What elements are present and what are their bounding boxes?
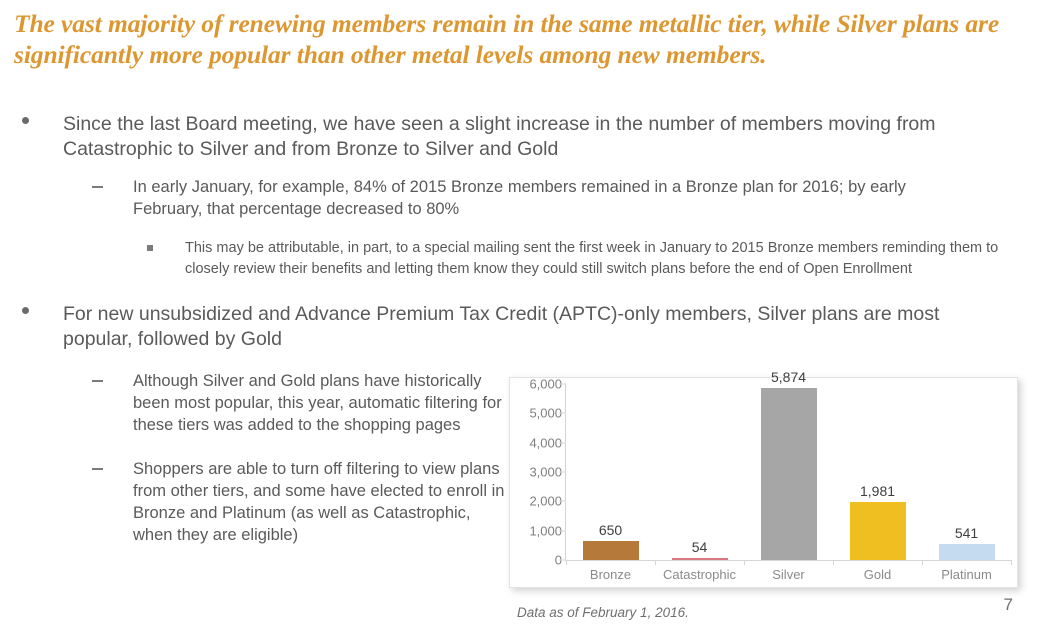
y-axis-tick-label: 5,000 xyxy=(529,405,562,421)
x-axis-tick-label: Platinum xyxy=(941,567,992,582)
list-item-text: This may be attributable, in part, to a … xyxy=(185,240,999,277)
x-axis-tick-label: Catastrophic xyxy=(663,567,736,582)
list-item: Since the last Board meeting, we have se… xyxy=(0,112,960,162)
x-axis-tick-mark xyxy=(922,560,923,565)
list-item-text: Since the last Board meeting, we have se… xyxy=(63,113,936,160)
bullet-dash-icon xyxy=(92,186,103,188)
bullet-dot-icon xyxy=(22,117,29,124)
x-axis-tick-label: Gold xyxy=(863,567,892,582)
bar-group: 5,874 xyxy=(744,369,833,560)
x-axis-tick-mark xyxy=(744,560,745,565)
y-axis-tick-mark xyxy=(559,442,566,444)
x-axis-tick-mark xyxy=(1011,560,1012,565)
bar-value-label: 1,981 xyxy=(859,482,896,499)
list-item-text: Shoppers are able to turn off filtering … xyxy=(133,460,505,544)
bullet-square-icon xyxy=(147,245,153,251)
page-title: The vast majority of renewing members re… xyxy=(14,9,1000,69)
y-axis-tick-mark xyxy=(559,471,566,473)
list-item: In early January, for example, 84% of 20… xyxy=(0,176,940,220)
y-axis-tick-mark xyxy=(559,383,566,385)
x-axis-tick-mark xyxy=(566,560,567,565)
y-axis-tick-labels: 0 1,000 2,000 3,000 4,000 5,000 6,000 xyxy=(516,377,562,568)
list-item-text: In early January, for example, 84% of 20… xyxy=(133,178,906,218)
list-item-text: For new unsubsidized and Advance Premium… xyxy=(63,303,940,350)
bar-value-label: 5,874 xyxy=(770,368,807,385)
bar-value-label: 541 xyxy=(954,525,979,542)
plot-area: 650 54 5,874 1,981 541 xyxy=(566,369,1011,560)
y-axis-tick-mark xyxy=(559,559,566,561)
data-source-note: Data as of February 1, 2016. xyxy=(517,605,689,620)
bar-group: 1,981 xyxy=(833,384,922,560)
bar-group: 541 xyxy=(922,384,1011,560)
list-item: This may be attributable, in part, to a … xyxy=(0,238,1000,280)
bar-platinum xyxy=(938,544,995,560)
x-axis-tick-label: Silver xyxy=(772,567,805,582)
bar-group: 54 xyxy=(655,384,744,560)
y-axis-tick-mark xyxy=(559,500,566,502)
y-axis-tick-label: 1,000 xyxy=(529,523,562,539)
x-axis-line xyxy=(565,560,1011,561)
bullet-dot-icon xyxy=(22,307,29,314)
y-axis-tick-mark xyxy=(559,412,566,414)
x-axis-tick-mark xyxy=(833,560,834,565)
bar-gold xyxy=(849,501,906,560)
bar-chart: 0 1,000 2,000 3,000 4,000 5,000 6,000 650 54 5,8… xyxy=(509,369,1018,588)
bullet-dash-icon xyxy=(92,468,103,470)
bar-value-label: 54 xyxy=(691,539,708,555)
y-axis-tick-label: 6,000 xyxy=(529,376,562,392)
list-item-text: Although Silver and Gold plans have hist… xyxy=(133,372,502,434)
bar-silver xyxy=(760,387,817,560)
list-item: Shoppers are able to turn off filtering … xyxy=(0,458,510,546)
x-axis-tick-mark xyxy=(655,560,656,565)
y-axis-tick-label: 3,000 xyxy=(529,464,562,480)
list-item: For new unsubsidized and Advance Premium… xyxy=(0,302,960,352)
bar-value-label: 650 xyxy=(598,521,623,538)
y-axis-tick-label: 4,000 xyxy=(529,435,562,451)
y-axis-tick-label: 0 xyxy=(516,553,562,568)
y-axis-tick-mark xyxy=(559,530,566,532)
bullet-list: Since the last Board meeting, we have se… xyxy=(0,112,1039,564)
x-axis-tick-label: Bronze xyxy=(589,567,632,582)
page-number: 7 xyxy=(1003,595,1013,614)
bar-bronze xyxy=(582,540,639,560)
list-item: Although Silver and Gold plans have hist… xyxy=(0,370,510,436)
bullet-dash-icon xyxy=(92,380,103,382)
bar-group: 650 xyxy=(566,384,655,560)
bar-catastrophic xyxy=(671,558,728,560)
y-axis-tick-label: 2,000 xyxy=(529,493,562,509)
